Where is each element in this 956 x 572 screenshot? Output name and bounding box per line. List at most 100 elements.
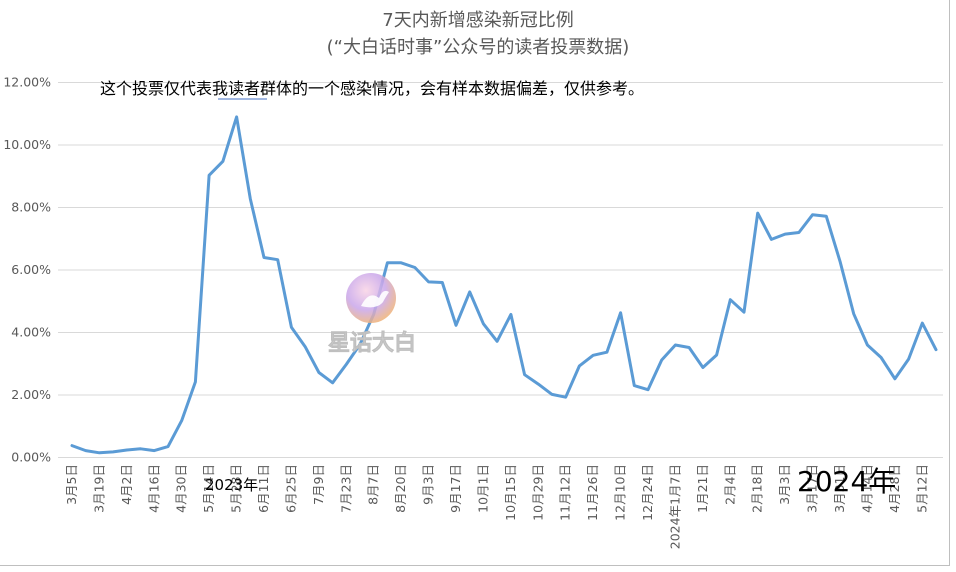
- x-tick-label: 7月23日: [338, 464, 353, 513]
- x-tick-label: 4月30日: [174, 464, 189, 513]
- x-tick-label: 6月25日: [283, 464, 298, 513]
- watermark-rabbit-icon: [361, 290, 389, 308]
- data-point: [564, 396, 567, 399]
- y-tick-label: 8.00%: [11, 200, 51, 215]
- data-point: [756, 212, 759, 214]
- data-point: [537, 383, 540, 385]
- data-point: [935, 348, 937, 351]
- data-point: [235, 116, 238, 118]
- x-tick-label: 3月17日: [805, 464, 820, 513]
- x-tick-label: 5月28日: [229, 464, 244, 513]
- data-point: [770, 238, 773, 241]
- y-tick-label: 12.00%: [3, 75, 51, 90]
- data-point: [811, 213, 814, 216]
- data-point: [400, 262, 402, 264]
- y-tick-label: 6.00%: [11, 262, 51, 277]
- data-point: [921, 322, 924, 324]
- y-axis-ticks: 0.00% 2.00% 4.00% 6.00% 8.00% 10.00% 12.00%: [3, 75, 51, 465]
- data-point: [455, 324, 457, 327]
- data-point: [126, 449, 128, 451]
- x-tick-label: 9月3日: [421, 464, 436, 505]
- data-point: [359, 343, 361, 346]
- data-point: [907, 358, 910, 360]
- x-tick-label: 6月11日: [256, 464, 271, 513]
- series-line: [70, 115, 938, 455]
- x-tick-label: 12月10日: [613, 464, 628, 521]
- x-tick-label: 9月17日: [448, 464, 463, 513]
- data-point: [112, 451, 114, 453]
- x-tick-label: 4月28日: [887, 464, 902, 513]
- data-point: [551, 393, 553, 396]
- data-point: [167, 445, 169, 448]
- x-tick-label: 3月3日: [777, 464, 792, 505]
- data-point: [715, 354, 718, 356]
- data-point: [263, 256, 265, 259]
- data-point: [290, 326, 293, 329]
- data-point: [222, 160, 224, 163]
- data-point: [496, 340, 498, 343]
- data-point: [784, 233, 786, 235]
- x-tick-label: 11月26日: [585, 464, 600, 521]
- data-point: [414, 266, 416, 269]
- chart-title: 7天内新增感染新冠比例: [382, 10, 573, 31]
- data-point: [331, 382, 334, 384]
- data-point: [578, 365, 581, 367]
- chart-subtitle: (“大白话时事”公众号的读者投票数据): [327, 37, 630, 58]
- y-tick-label: 4.00%: [11, 325, 51, 340]
- x-tick-label: 4月2日: [119, 464, 134, 505]
- data-point: [441, 281, 444, 284]
- x-tick-label: 2月4日: [722, 464, 737, 505]
- x-tick-label: 3月31日: [832, 464, 847, 513]
- data-point: [743, 311, 745, 314]
- data-point: [880, 356, 882, 359]
- annotation-2024: 2024年: [797, 465, 896, 498]
- data-point: [839, 260, 841, 263]
- x-tick-label: 5月14日: [201, 464, 216, 513]
- data-point: [592, 354, 594, 357]
- x-tick-label: 10月15日: [503, 464, 518, 521]
- x-tick-label: 8月20日: [393, 464, 408, 513]
- data-point: [729, 298, 732, 301]
- x-tick-label: 2024年1月7日: [667, 464, 682, 549]
- data-point: [798, 231, 800, 234]
- data-point: [98, 452, 101, 454]
- data-point: [208, 174, 210, 177]
- data-point: [894, 378, 896, 380]
- x-axis-ticks: 3月5日 3月19日 4月2日 4月16日 4月30日 5月14日 5月28日 6月11日 6月…: [64, 464, 929, 549]
- x-tick-label: 3月5日: [64, 464, 79, 505]
- watermark: 星话大白: [328, 273, 416, 356]
- data-point: [139, 448, 142, 450]
- data-point: [688, 346, 690, 349]
- gridlines: [58, 82, 943, 396]
- x-tick-label: 1月21日: [695, 464, 710, 513]
- data-point: [510, 313, 512, 316]
- data-point: [153, 449, 156, 452]
- data-point: [318, 371, 320, 374]
- chart-note: 这个投票仅代表我读者群体的一个感染情况，会有样本数据偏差，仅供参考。: [100, 79, 644, 98]
- data-point: [852, 313, 855, 315]
- data-point: [71, 444, 73, 447]
- x-tick-label: 11月12日: [558, 464, 573, 521]
- data-point: [866, 344, 869, 346]
- x-tick-label: 3月19日: [91, 464, 106, 513]
- x-tick-label: 2月18日: [750, 464, 765, 513]
- x-tick-label: 10月1日: [475, 464, 490, 513]
- data-point: [660, 359, 663, 361]
- y-tick-label: 10.00%: [3, 137, 51, 152]
- data-point: [249, 198, 252, 200]
- y-tick-label: 0.00%: [11, 450, 51, 465]
- x-tick-label: 10月29日: [530, 464, 545, 521]
- data-point: [523, 373, 526, 376]
- y-tick-label: 2.00%: [11, 387, 51, 402]
- data-point: [386, 262, 389, 264]
- data-point: [194, 381, 197, 383]
- data-point: [825, 215, 828, 218]
- data-point: [647, 388, 649, 391]
- x-tick-label: 4月14日: [859, 464, 874, 513]
- annotation-2023: 2023年: [205, 476, 258, 494]
- data-point: [276, 258, 279, 261]
- data-point: [84, 449, 87, 452]
- data-point: [633, 384, 636, 387]
